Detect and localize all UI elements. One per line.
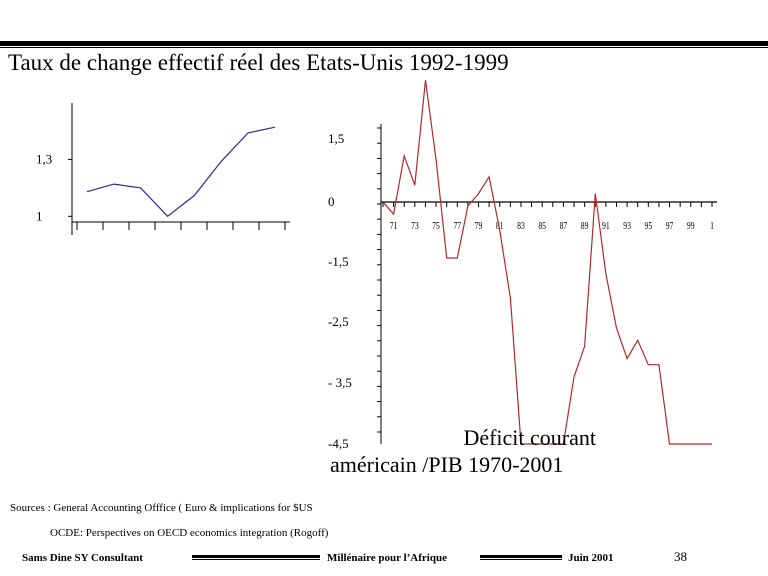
x-tick-label: 77	[453, 221, 461, 233]
sources-line-2: OCDE: Perspectives on OECD economics int…	[50, 527, 329, 539]
footer-bar-right	[480, 555, 562, 558]
x-tick-label: 89	[581, 221, 589, 233]
caption-line-1: Déficit courant	[463, 425, 596, 450]
x-tick-label: 73	[411, 221, 419, 233]
y-tick-label: -2,5	[328, 314, 349, 329]
page-number: 38	[674, 549, 687, 564]
x-tick-label: 75	[432, 221, 440, 233]
footer-author: Sams Dine SY Consultant	[22, 552, 143, 564]
x-tick-label: 83	[517, 221, 525, 233]
page-title: Taux de change effectif réel des Etats-U…	[8, 50, 509, 75]
y-tick-label: 0	[328, 194, 335, 209]
footer-bar-left-thin	[192, 559, 320, 560]
x-tick-label: 99	[687, 221, 695, 233]
y-tick-label: 1,5	[328, 131, 344, 146]
exchange-rate-line	[86, 126, 276, 218]
caption-line-2: américain /PIB 1970-2001	[330, 452, 564, 477]
footer-bar-left	[192, 555, 320, 558]
x-tick-label: 81	[496, 221, 504, 233]
y-tick-label: - 3,5	[328, 375, 352, 390]
chart-caption: Déficit courant américain /PIB 1970-2001	[330, 424, 600, 478]
x-tick-label: 85	[538, 221, 546, 233]
current-account-line	[382, 80, 712, 445]
x-tick-label: 1	[710, 221, 714, 233]
x-tick-label: 87	[560, 221, 568, 233]
y-tick-label: -4,5	[328, 436, 349, 451]
x-tick-label: 79	[475, 221, 483, 233]
x-tick-label: 95	[644, 221, 652, 233]
footer-series: Millénaire pour l’Afrique	[327, 552, 447, 564]
top-rule-thick	[0, 41, 768, 46]
x-tick-label: 93	[623, 221, 631, 233]
y-tick-label: 1	[36, 208, 43, 223]
footer-bar-right-thin	[480, 559, 562, 560]
footer-date: Juin 2001	[568, 552, 614, 564]
x-tick-label: 97	[666, 221, 674, 233]
sources-line-1: Sources : General Accounting Offfice ( E…	[10, 502, 313, 514]
top-rule-thin	[0, 47, 768, 48]
x-tick-label: 71	[390, 221, 398, 233]
y-tick-label: -1,5	[328, 254, 349, 269]
x-tick-label: 91	[602, 221, 610, 233]
y-tick-label: 1,3	[36, 151, 52, 166]
